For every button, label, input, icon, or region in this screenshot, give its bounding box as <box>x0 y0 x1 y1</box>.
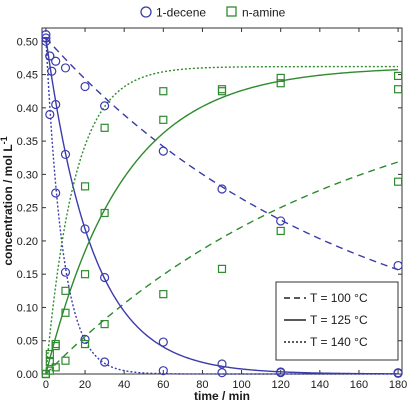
decene-point <box>158 337 168 347</box>
temperature-legend-label: T = 125 °C <box>310 313 368 327</box>
y-tick-label: 0.10 <box>17 302 38 314</box>
y-tick-label: 0.00 <box>17 369 38 381</box>
amine-point <box>217 85 227 94</box>
decene-point <box>45 109 55 120</box>
x-tick-label: 120 <box>272 379 290 391</box>
decene-point <box>60 149 71 160</box>
decene-point <box>51 56 61 66</box>
decene-point <box>276 216 286 226</box>
amine-point <box>51 339 60 349</box>
decene-point <box>51 99 61 110</box>
amine-point <box>80 339 90 349</box>
decene-point <box>60 63 71 73</box>
y-tick-label: 0.30 <box>17 169 38 181</box>
decene-point <box>158 366 168 376</box>
x-tick-label: 160 <box>350 379 368 391</box>
legend-label-decene: 1-decene <box>156 6 206 20</box>
x-tick-label: 40 <box>118 379 130 391</box>
temperature-legend: T = 100 °C T = 125 °C T = 140 °C <box>275 281 399 361</box>
x-tick-label: 140 <box>311 379 329 391</box>
amine-point <box>393 177 403 186</box>
amine-point <box>100 319 109 329</box>
temperature-legend-box <box>275 281 399 361</box>
decene-point <box>45 51 55 61</box>
amine-point <box>61 356 70 365</box>
amine-point <box>217 87 227 96</box>
y-tick-label: 0.20 <box>17 236 38 248</box>
plot-frame <box>41 27 403 375</box>
y-tick-label: 0.50 <box>17 36 38 48</box>
amine-point <box>45 349 54 359</box>
amine-point <box>159 87 168 96</box>
amine-point <box>41 369 51 379</box>
y-tick-label: 0.40 <box>17 103 38 115</box>
amine-point <box>159 290 168 299</box>
amine-point <box>393 71 403 81</box>
amine-point <box>276 226 285 236</box>
decene-point <box>217 184 227 194</box>
amine-fit-curve-T100 <box>45 161 399 375</box>
y-tick-label: 0.45 <box>17 70 38 82</box>
decene-point <box>47 66 57 76</box>
amine-point <box>100 123 109 132</box>
decene-point <box>276 368 286 378</box>
amine-point <box>51 363 60 372</box>
decene-point <box>158 146 168 156</box>
legend-label-amine: n-amine <box>242 6 286 20</box>
amine-point <box>80 182 90 191</box>
decene-point <box>393 260 403 271</box>
decene-point <box>100 101 110 111</box>
temperature-legend-label: T = 140 °C <box>310 335 368 349</box>
amine-point <box>61 286 70 295</box>
x-tick-label: 100 <box>232 379 250 391</box>
decene-point <box>80 224 90 234</box>
amine-point <box>276 73 285 83</box>
amine-point <box>217 264 227 273</box>
y-axis-title-superscript: -1 <box>0 136 9 144</box>
y-tick-label: 0.15 <box>17 269 38 281</box>
x-tick-label: 20 <box>79 379 91 391</box>
amine-point <box>276 79 285 88</box>
legend-circle-marker <box>140 6 152 18</box>
decene-point <box>60 267 71 277</box>
x-tick-label: 60 <box>157 379 169 391</box>
x-axis-title: time / min <box>194 389 250 403</box>
legend-square-marker <box>226 6 237 17</box>
amine-point <box>100 208 109 218</box>
y-tick-label: 0.25 <box>17 203 38 215</box>
decene-point <box>41 36 51 46</box>
decene-fit-curve-T100 <box>45 37 399 271</box>
y-tick-label: 0.35 <box>17 136 38 148</box>
amine-fit-curve-T140 <box>45 65 399 375</box>
decene-point <box>100 272 110 283</box>
temperature-legend-label: T = 100 °C <box>310 291 368 305</box>
decene-point <box>80 334 90 344</box>
decene-point <box>393 368 403 378</box>
amine-point <box>393 85 403 94</box>
series-legend: 1-decene n-amine <box>140 6 286 20</box>
decene-point <box>41 30 51 40</box>
amine-point <box>80 270 90 279</box>
decene-fit-curve-T140 <box>45 37 399 375</box>
y-tick-label: 0.05 <box>17 336 38 348</box>
y-axis-title: concentration / mol L-1 <box>0 136 15 265</box>
amine-point <box>45 357 54 367</box>
decene-point <box>51 188 61 198</box>
decene-point <box>217 368 227 378</box>
decene-point <box>41 33 51 43</box>
decene-point <box>80 81 90 92</box>
x-tick-label: 180 <box>389 379 407 391</box>
decene-point <box>100 357 110 367</box>
x-tick-label: 80 <box>196 379 208 391</box>
amine-point <box>61 308 70 317</box>
amine-point <box>159 115 168 124</box>
x-tick-label: 0 <box>43 379 49 391</box>
decene-point <box>217 359 227 369</box>
